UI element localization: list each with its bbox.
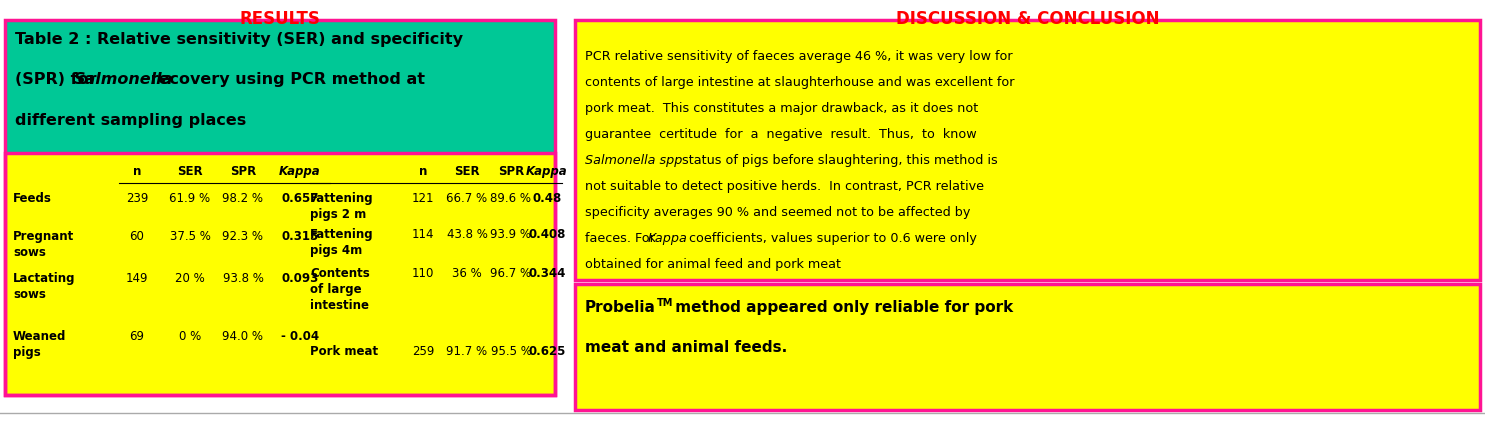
Text: 96.7 %: 96.7 % — [490, 267, 532, 280]
Text: - 0.04: - 0.04 — [281, 330, 319, 343]
Text: 0.344: 0.344 — [529, 267, 566, 280]
Text: Contents: Contents — [310, 267, 370, 280]
Text: PCR relative sensitivity of faeces average 46 %, it was very low for: PCR relative sensitivity of faeces avera… — [585, 50, 1013, 63]
Text: sows: sows — [13, 246, 46, 259]
Text: TM: TM — [656, 298, 673, 308]
Text: 121: 121 — [411, 192, 434, 205]
Text: 92.3 %: 92.3 % — [223, 230, 263, 243]
Text: Probelia: Probelia — [585, 300, 656, 315]
Text: n: n — [419, 165, 428, 178]
Text: recovery using PCR method at: recovery using PCR method at — [146, 72, 425, 87]
FancyBboxPatch shape — [575, 284, 1481, 410]
Text: of large: of large — [310, 283, 362, 296]
Text: 0.625: 0.625 — [529, 345, 566, 358]
Text: intestine: intestine — [310, 299, 368, 312]
Text: method appeared only reliable for pork: method appeared only reliable for pork — [670, 300, 1013, 315]
Text: 95.5 %: 95.5 % — [490, 345, 532, 358]
Text: faeces. For: faeces. For — [585, 232, 659, 245]
Text: 43.8 %: 43.8 % — [447, 228, 487, 241]
Text: specificity averages 90 % and seemed not to be affected by: specificity averages 90 % and seemed not… — [585, 206, 970, 219]
Text: pigs 4m: pigs 4m — [310, 244, 362, 257]
Text: pork meat.  This constitutes a major drawback, as it does not: pork meat. This constitutes a major draw… — [585, 102, 979, 115]
Text: sows: sows — [13, 288, 46, 301]
Text: 114: 114 — [411, 228, 434, 241]
Text: 0.315: 0.315 — [281, 230, 319, 243]
Text: SER: SER — [177, 165, 203, 178]
Text: 259: 259 — [411, 345, 434, 358]
Text: n: n — [132, 165, 141, 178]
Text: coefficients, values superior to 0.6 were only: coefficients, values superior to 0.6 wer… — [685, 232, 977, 245]
Text: 149: 149 — [126, 272, 148, 285]
Text: 66.7 %: 66.7 % — [447, 192, 487, 205]
Text: 36 %: 36 % — [451, 267, 481, 280]
Text: RESULTS: RESULTS — [239, 10, 321, 28]
Text: 98.2 %: 98.2 % — [223, 192, 263, 205]
Text: 89.6 %: 89.6 % — [490, 192, 532, 205]
Text: Fattening: Fattening — [310, 228, 374, 241]
Text: Feeds: Feeds — [13, 192, 52, 205]
Text: SPR: SPR — [230, 165, 255, 178]
Text: SER: SER — [454, 165, 480, 178]
Text: 0.408: 0.408 — [529, 228, 566, 241]
Text: 0.657: 0.657 — [281, 192, 319, 205]
Text: not suitable to detect positive herds.  In contrast, PCR relative: not suitable to detect positive herds. I… — [585, 180, 985, 193]
Text: 37.5 %: 37.5 % — [169, 230, 211, 243]
Text: Kappa: Kappa — [526, 165, 567, 178]
Text: 93.8 %: 93.8 % — [223, 272, 263, 285]
Text: Table 2 : Relative sensitivity (SER) and specificity: Table 2 : Relative sensitivity (SER) and… — [15, 32, 463, 47]
Text: 91.7 %: 91.7 % — [447, 345, 487, 358]
Text: 69: 69 — [129, 330, 144, 343]
Text: 0 %: 0 % — [178, 330, 200, 343]
Text: Fattening: Fattening — [310, 192, 374, 205]
Text: 93.9 %: 93.9 % — [490, 228, 532, 241]
Text: pigs: pigs — [13, 346, 40, 359]
Text: 60: 60 — [129, 230, 144, 243]
Text: 110: 110 — [411, 267, 434, 280]
Text: status of pigs before slaughtering, this method is: status of pigs before slaughtering, this… — [679, 154, 998, 167]
Text: Pork meat: Pork meat — [310, 345, 379, 358]
Text: Lactating: Lactating — [13, 272, 76, 285]
Text: Salmonella: Salmonella — [74, 72, 174, 87]
Text: Kappa: Kappa — [279, 165, 321, 178]
Text: 20 %: 20 % — [175, 272, 205, 285]
FancyBboxPatch shape — [4, 20, 555, 153]
Text: contents of large intestine at slaughterhouse and was excellent for: contents of large intestine at slaughter… — [585, 76, 1014, 89]
Text: Kappa: Kappa — [647, 232, 688, 245]
Text: DISCUSSION & CONCLUSION: DISCUSSION & CONCLUSION — [895, 10, 1160, 28]
Text: Pregnant: Pregnant — [13, 230, 74, 243]
Text: 94.0 %: 94.0 % — [223, 330, 263, 343]
Text: meat and animal feeds.: meat and animal feeds. — [585, 340, 787, 355]
Text: guarantee  certitude  for  a  negative  result.  Thus,  to  know: guarantee certitude for a negative resul… — [585, 128, 977, 141]
Text: SPR: SPR — [497, 165, 524, 178]
Text: pigs 2 m: pigs 2 m — [310, 208, 367, 221]
FancyBboxPatch shape — [4, 153, 555, 395]
FancyBboxPatch shape — [575, 20, 1481, 280]
Text: (SPR) for: (SPR) for — [15, 72, 102, 87]
Text: 0.48: 0.48 — [533, 192, 561, 205]
Text: 61.9 %: 61.9 % — [169, 192, 211, 205]
Text: 0.093: 0.093 — [281, 272, 319, 285]
Text: obtained for animal feed and pork meat: obtained for animal feed and pork meat — [585, 258, 841, 271]
Text: Weaned: Weaned — [13, 330, 67, 343]
Text: 239: 239 — [126, 192, 148, 205]
Text: different sampling places: different sampling places — [15, 113, 247, 128]
Text: Salmonella spp: Salmonella spp — [585, 154, 683, 167]
